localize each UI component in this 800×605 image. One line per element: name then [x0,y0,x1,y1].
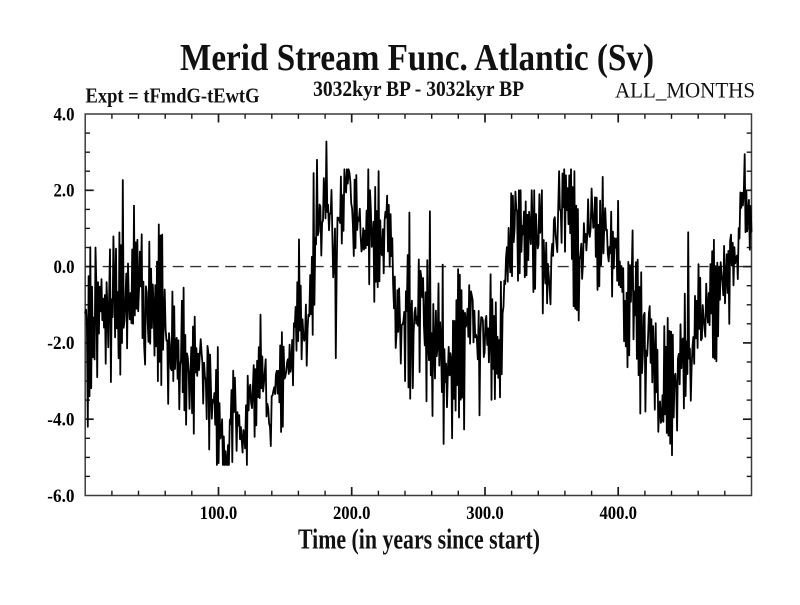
svg-text:Merid Stream Func. Atlantic (S: Merid Stream Func. Atlantic (Sv) [180,37,654,79]
svg-text:Time (in years since start): Time (in years since start) [298,525,540,556]
svg-text:ALL_MONTHS: ALL_MONTHS [615,78,755,103]
svg-text:300.0: 300.0 [466,503,504,524]
svg-text:100.0: 100.0 [200,503,238,524]
svg-text:400.0: 400.0 [599,503,637,524]
svg-text:4.0: 4.0 [54,104,75,125]
svg-text:3032kyr BP - 3032kyr BP: 3032kyr BP - 3032kyr BP [313,76,524,101]
svg-text:0.0: 0.0 [54,257,75,278]
svg-text:200.0: 200.0 [333,503,371,524]
svg-text:-6.0: -6.0 [47,486,74,507]
svg-text:-4.0: -4.0 [47,410,74,431]
svg-text:Expt = tFmdG-tEwtG: Expt = tFmdG-tEwtG [86,83,260,107]
svg-text:-2.0: -2.0 [47,333,74,354]
svg-text:2.0: 2.0 [54,181,75,202]
